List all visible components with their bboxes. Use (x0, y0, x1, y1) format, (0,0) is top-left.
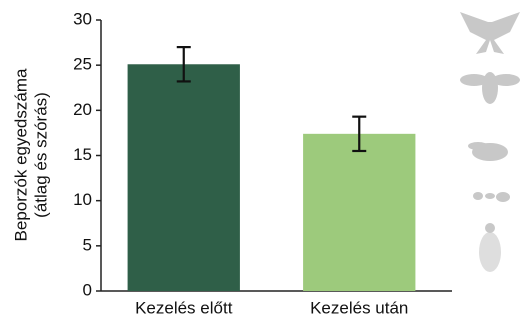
y-tick-label: 5 (83, 235, 92, 254)
x-tick-label: Kezelés előtt (135, 298, 233, 317)
x-tick-label: Kezelés után (310, 298, 408, 317)
ant-icon (473, 192, 510, 202)
butterfly-icon (460, 12, 520, 54)
bar (128, 64, 240, 291)
y-tick-label: 15 (73, 145, 92, 164)
fly-icon (468, 142, 508, 161)
y-tick-label: 20 (73, 100, 92, 119)
y-axis-label: (átlag és szórás) (31, 92, 50, 218)
y-tick-label: 25 (73, 55, 92, 74)
y-tick-label: 0 (83, 280, 92, 299)
y-tick-label: 10 (73, 190, 92, 209)
page: Beporzók egyedszáma (átlag és szórás) 0 5… (0, 0, 523, 319)
bar (303, 134, 415, 291)
chart: Beporzók egyedszáma (átlag és szórás) 0 5… (0, 0, 523, 319)
insect-icons (460, 12, 520, 272)
y-axis-label: Beporzók egyedszáma (11, 68, 30, 241)
beetle-icon (479, 223, 501, 272)
bee-icon (460, 72, 520, 104)
y-tick-label: 30 (73, 9, 92, 28)
